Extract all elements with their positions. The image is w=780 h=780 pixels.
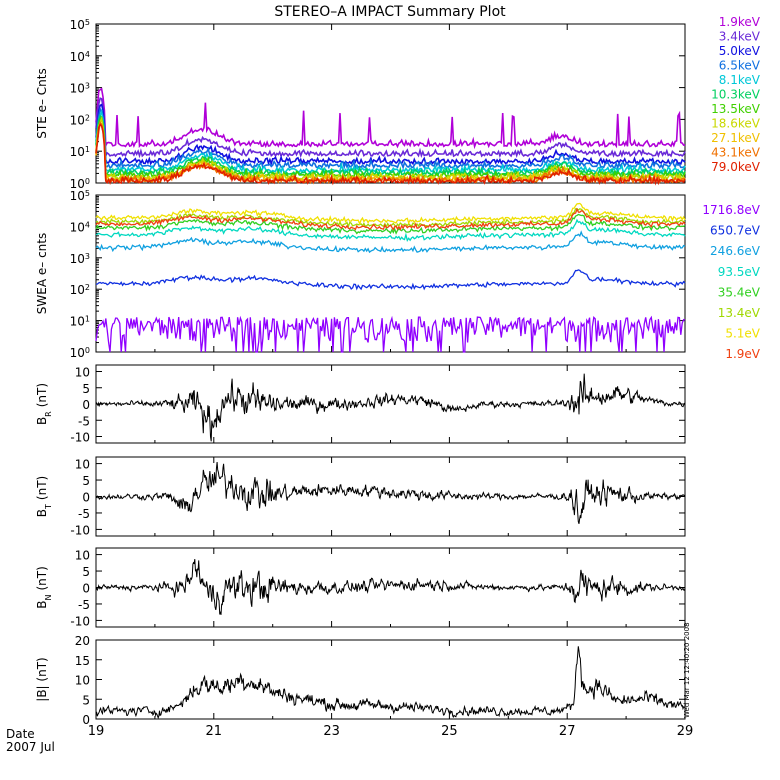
series-bt [95, 462, 686, 524]
y-tick-label-bt-5: 5 [82, 474, 90, 488]
y-tick-label-bt--10: -10 [70, 523, 90, 537]
legend-ste-1.9keV: 1.9keV [719, 15, 761, 29]
x-tick-label-27: 27 [559, 724, 576, 739]
y-tick-label-swea-0: 100 [70, 346, 90, 361]
legend-swea-650.7eV: 650.7eV [710, 224, 761, 238]
y-label-bt: BT(nT) [35, 476, 53, 517]
y-tick-label-bn-0: 0 [82, 582, 90, 596]
y-tick-label-bn-10: 10 [75, 549, 90, 563]
date-label: Date [6, 727, 35, 741]
panel-frame-bmag [95, 639, 686, 720]
panel-frame-swea [95, 194, 686, 353]
y-label-ste: STE e– Cnts [35, 68, 49, 138]
legend-swea-246.6eV: 246.6eV [710, 244, 761, 258]
legend-swea-35.4eV: 35.4eV [718, 285, 761, 299]
y-tick-label-bmag-5: 5 [82, 693, 90, 707]
series-bmag [95, 646, 686, 720]
y-tick-label-ste-1: 101 [70, 145, 90, 160]
series-ste-1.9keV [95, 87, 686, 150]
x-tick-label-19: 19 [88, 724, 105, 739]
y-tick-label-ste-4: 104 [70, 49, 90, 64]
legend-ste-8.1keV: 8.1keV [719, 73, 761, 87]
legend-ste-3.4keV: 3.4keV [719, 30, 761, 44]
y-tick-label-bmag-15: 15 [75, 654, 90, 668]
y-label-bmag: |B| (nT) [35, 657, 49, 701]
x-tick-label-21: 21 [206, 724, 223, 739]
y-tick-label-bn--10: -10 [70, 614, 90, 628]
y-tick-label-ste-0: 100 [70, 177, 90, 192]
y-tick-label-bmag-10: 10 [75, 674, 90, 688]
series-ste-79.0keV [95, 123, 686, 186]
series-ste-6.5keV [95, 106, 686, 171]
legend-ste-6.5keV: 6.5keV [719, 59, 761, 73]
x-tick-label-29: 29 [677, 724, 694, 739]
y-tick-label-swea-1: 101 [70, 314, 90, 329]
panel-br: BR(nT) -10 -5 0 5 10 [35, 364, 686, 445]
y-tick-label-swea-2: 102 [70, 283, 90, 298]
legend-swea-93.5eV: 93.5eV [718, 265, 761, 279]
series-swea-5.1eV [95, 202, 686, 226]
series-br [95, 373, 686, 442]
series-ste-13.5keV [95, 116, 686, 180]
x-tick-label-25: 25 [441, 724, 458, 739]
panel-ste: STE e– Cnts 100 101 102 103 104 105 [35, 18, 686, 192]
series-swea-93.5eV [95, 218, 686, 242]
y-tick-label-bmag-0: 0 [82, 713, 90, 727]
series-ste-5.0keV [95, 103, 686, 167]
date-value: 2007 Jul [6, 740, 55, 754]
y-tick-label-br-0: 0 [82, 398, 90, 412]
timestamp-stamp: Wed Mar 12 12:40:20 2008 [683, 622, 691, 718]
panel-bmag: 19 21 23 25 27 29 |B| (nT) 0 5 10 15 20 [35, 634, 693, 739]
panel-frame-ste [95, 23, 686, 184]
series-swea-246.6eV [95, 230, 686, 254]
y-tick-label-br-10: 10 [75, 366, 90, 380]
y-tick-label-bt--5: -5 [78, 507, 90, 521]
y-tick-label-swea-5: 105 [70, 189, 90, 204]
legend-swea-1.9eV: 1.9eV [725, 347, 760, 361]
y-tick-label-bn-5: 5 [82, 565, 90, 579]
panel-bt: BT(nT) -10 -5 0 5 10 [35, 456, 686, 537]
legend-ste-43.1keV: 43.1keV [711, 146, 761, 160]
y-tick-label-ste-5: 105 [70, 18, 90, 33]
y-label-swea: SWEA e– cnts [35, 233, 49, 314]
series-swea-1.9eV [95, 207, 686, 231]
legends-group: 1.9keV3.4keV5.0keV6.5keV8.1keV10.3keV13.… [702, 15, 760, 361]
plot-title: STEREO–A IMPACT Summary Plot [274, 4, 506, 20]
panel-bn: BN(nT) -10 -5 0 5 10 [35, 547, 686, 628]
legend-swea-1716.8eV: 1716.8eV [702, 203, 760, 217]
y-tick-label-swea-3: 103 [70, 251, 90, 266]
y-tick-label-br--5: -5 [78, 414, 90, 428]
legend-swea-13.4eV: 13.4eV [718, 306, 761, 320]
y-tick-label-ste-3: 103 [70, 81, 90, 96]
legend-swea-5.1eV: 5.1eV [725, 327, 760, 341]
y-tick-label-swea-4: 104 [70, 220, 90, 235]
y-tick-label-ste-2: 102 [70, 113, 90, 128]
x-tick-label-23: 23 [323, 724, 340, 739]
series-swea-650.7eV [95, 269, 686, 291]
legend-ste-79.0keV: 79.0keV [711, 160, 761, 174]
panel-swea: SWEA e– cnts 100 101 102 103 104 105 [35, 189, 686, 361]
series-bn [95, 559, 686, 616]
legend-ste-13.5keV: 13.5keV [711, 102, 761, 116]
y-label-br: BR(nT) [35, 383, 53, 425]
y-tick-label-br--10: -10 [70, 431, 90, 445]
y-tick-label-br-5: 5 [82, 382, 90, 396]
panel-frame-br [95, 364, 686, 444]
legend-ste-10.3keV: 10.3keV [711, 88, 761, 102]
y-tick-label-bt-0: 0 [82, 491, 90, 505]
legend-ste-5.0keV: 5.0keV [719, 44, 761, 58]
y-tick-label-bmag-20: 20 [75, 634, 90, 648]
y-label-bn: BN(nT) [35, 566, 53, 609]
legend-ste-27.1keV: 27.1keV [711, 131, 761, 145]
series-swea-1716.8eV [95, 315, 686, 353]
series-ste-3.4keV [95, 97, 686, 159]
series-swea-35.4eV [95, 213, 686, 235]
y-tick-label-bt-10: 10 [75, 458, 90, 472]
legend-ste-18.6keV: 18.6keV [711, 117, 761, 131]
y-tick-label-bn--5: -5 [78, 598, 90, 612]
